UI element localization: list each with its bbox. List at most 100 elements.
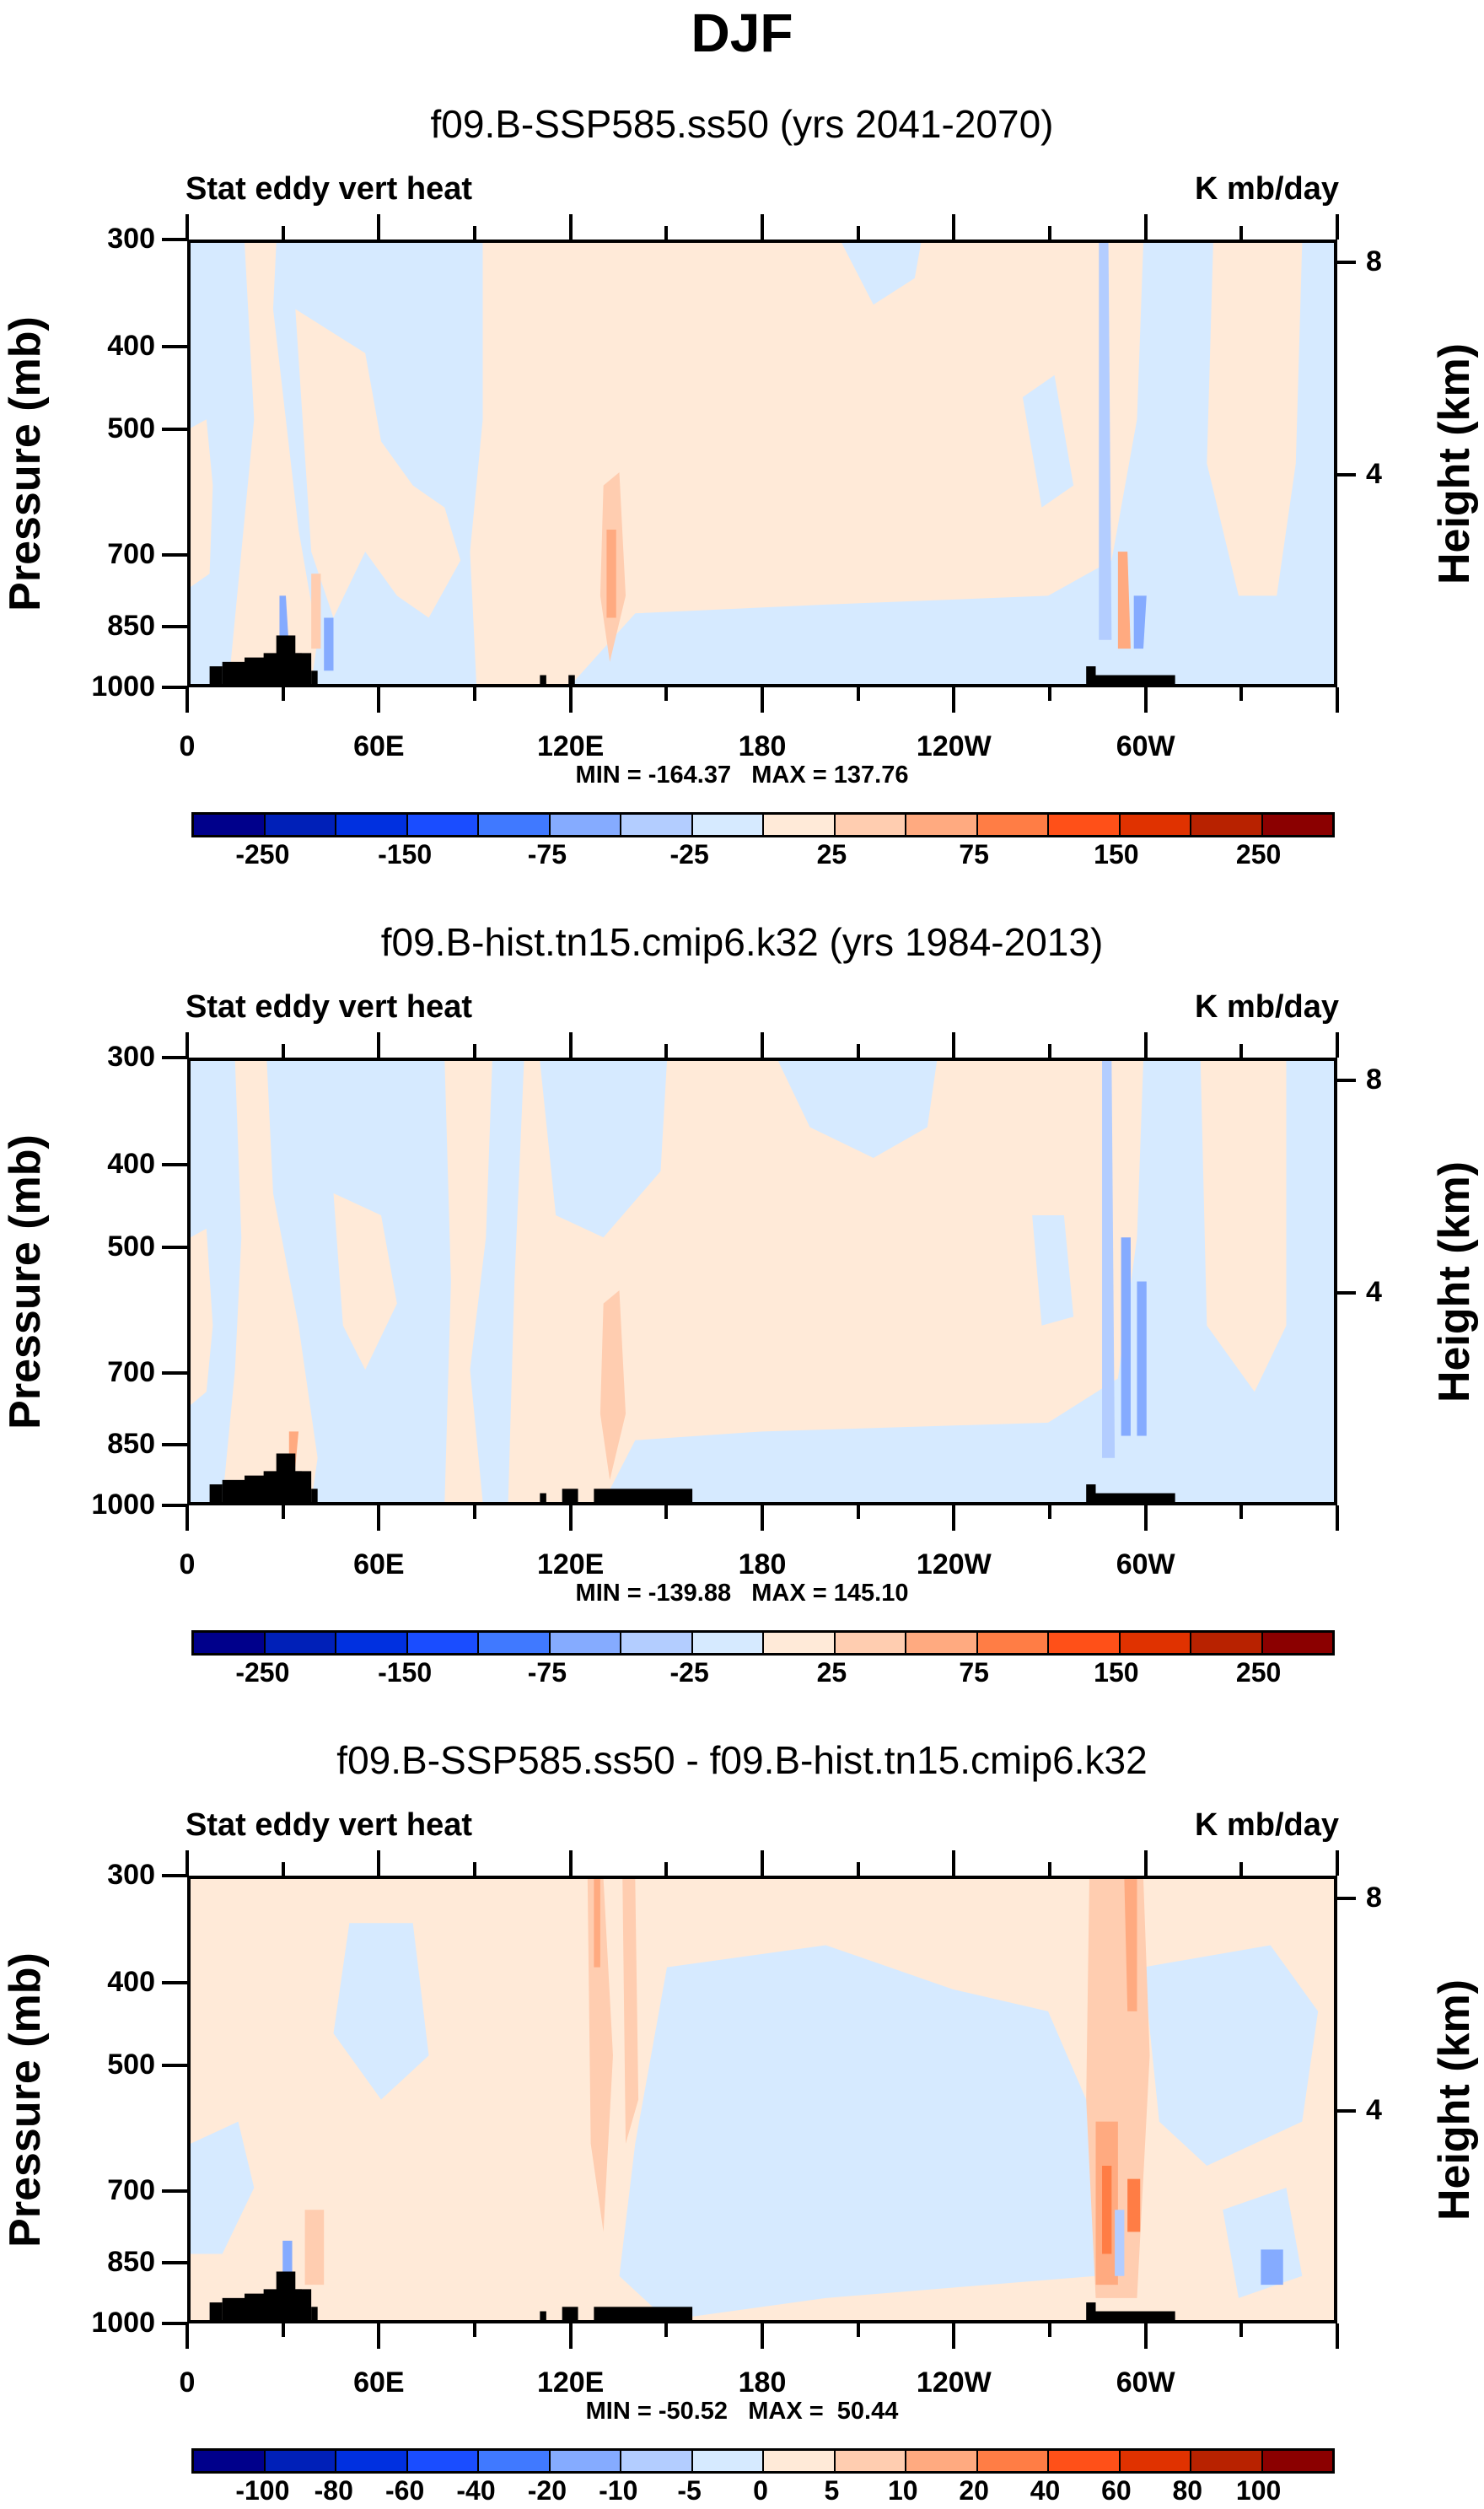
x-tick-label: 120E (536, 1548, 605, 1580)
x-tick-top (664, 226, 669, 240)
x-tick-top (377, 1032, 381, 1058)
topography-mask (1095, 675, 1175, 684)
x-tick-top (186, 214, 189, 240)
x-tick (377, 687, 381, 713)
x-tick-top (281, 1044, 285, 1058)
x-tick (377, 1505, 381, 1531)
colorbar-box (550, 815, 621, 835)
x-tick-top (761, 1032, 764, 1058)
colorbar-label: 75 (959, 839, 989, 870)
height-tick (1337, 2108, 1356, 2113)
units-label: K mb/day (1194, 1807, 1339, 1843)
topography-mask (276, 635, 296, 684)
x-tick (1239, 687, 1244, 701)
colorbar-box (194, 815, 266, 835)
y-tick (162, 1874, 187, 1877)
colorbar-box (977, 2451, 1049, 2471)
contour-region (841, 243, 922, 305)
topography-mask (209, 666, 223, 684)
colorbar-label: 250 (1235, 1657, 1282, 1688)
colorbar-label: -75 (527, 1657, 567, 1688)
colorbar-label: 25 (816, 1657, 847, 1688)
colorbar-box (835, 1633, 906, 1653)
colorbar-box (1049, 815, 1121, 835)
x-tick (1336, 2323, 1339, 2349)
contour-region (1261, 2249, 1283, 2286)
x-tick-top (761, 214, 764, 240)
contour-field (191, 243, 1303, 684)
x-tick-top (1239, 1862, 1244, 1876)
contour-region (508, 1061, 1143, 1502)
colorbar-label: 250 (1235, 839, 1282, 870)
x-tick-top (952, 1032, 956, 1058)
colorbar-box (1262, 815, 1332, 835)
y-tick (162, 1056, 187, 1059)
contour-region (1200, 1061, 1287, 1392)
x-tick-top (473, 1862, 476, 1876)
contour-region (594, 1879, 600, 1968)
topography-mask (540, 1493, 546, 1502)
colorbar-label: 75 (959, 1657, 989, 1688)
colorbar-box (1120, 1633, 1191, 1653)
contour-region (333, 1923, 429, 2100)
x-tick-top (186, 1850, 189, 1876)
topography-mask (562, 1489, 578, 1502)
contour-region (540, 1061, 667, 1238)
units-label: K mb/day (1194, 989, 1339, 1025)
x-tick (186, 2323, 189, 2349)
colorbar-box (1120, 815, 1191, 835)
height-tick-label: 4 (1366, 2093, 1382, 2126)
colorbar (191, 1630, 1335, 1656)
x-tick (952, 687, 956, 713)
height-tick-label: 8 (1366, 1881, 1382, 1914)
x-tick (186, 1505, 189, 1531)
x-tick-top (377, 214, 381, 240)
colorbar (191, 812, 1335, 837)
y-tick (162, 2064, 187, 2068)
contour-region (1022, 374, 1074, 508)
x-tick-top (952, 214, 956, 240)
colorbar-box (764, 2451, 836, 2471)
colorbar-label: 60 (1101, 2475, 1132, 2506)
y-axis-title: Pressure (mb) (1, 1133, 50, 1429)
colorbar-label: 150 (1094, 1657, 1139, 1688)
contour-region (1207, 243, 1303, 596)
plot-area (187, 1876, 1337, 2323)
min-max-label: MIN = -139.88 MAX = 145.10 (575, 1580, 909, 1607)
x-tick (473, 2323, 476, 2337)
x-tick-top (281, 1862, 285, 1876)
contour-region (295, 309, 461, 618)
y-tick-label: 1000 (91, 1489, 155, 1521)
x-tick-top (1336, 1032, 1339, 1058)
topography-mask (311, 1489, 318, 1502)
y-tick (162, 552, 187, 557)
contour-region (1121, 1237, 1131, 1436)
chart-title: f09.B-hist.tn15.cmip6.k32 (yrs 1984-2013… (380, 920, 1104, 964)
y-tick-label: 400 (107, 329, 155, 362)
y-tick (162, 2261, 187, 2265)
x-tick-top (1336, 214, 1339, 240)
x-tick (473, 1505, 476, 1519)
colorbar-box (977, 1633, 1049, 1653)
colorbar-label: -250 (235, 839, 290, 870)
colorbar-box (835, 815, 906, 835)
colorbar-box (621, 1633, 693, 1653)
colorbar-box (906, 2451, 978, 2471)
x-tick-label: 0 (179, 2366, 196, 2399)
colorbar-label: -100 (235, 2475, 290, 2506)
x-tick-label: 180 (738, 1548, 787, 1580)
contour-region (229, 243, 318, 684)
x-tick-top (856, 1862, 860, 1876)
x-tick (377, 2323, 381, 2349)
colorbar-box (621, 2451, 693, 2471)
x-tick-top (856, 226, 860, 240)
chart-panel-3: f09.B-SSP585.ss50 - f09.B-hist.tn15.cmip… (0, 1636, 1484, 2506)
contour-region (1102, 2165, 1112, 2254)
x-tick (568, 687, 573, 713)
colorbar-box (550, 2451, 621, 2471)
topography-mask (295, 653, 312, 684)
x-tick-label: 60E (353, 730, 405, 762)
colorbar-label: 5 (824, 2475, 840, 2506)
colorbar-box (906, 815, 978, 835)
colorbar-label: -5 (677, 2475, 702, 2506)
